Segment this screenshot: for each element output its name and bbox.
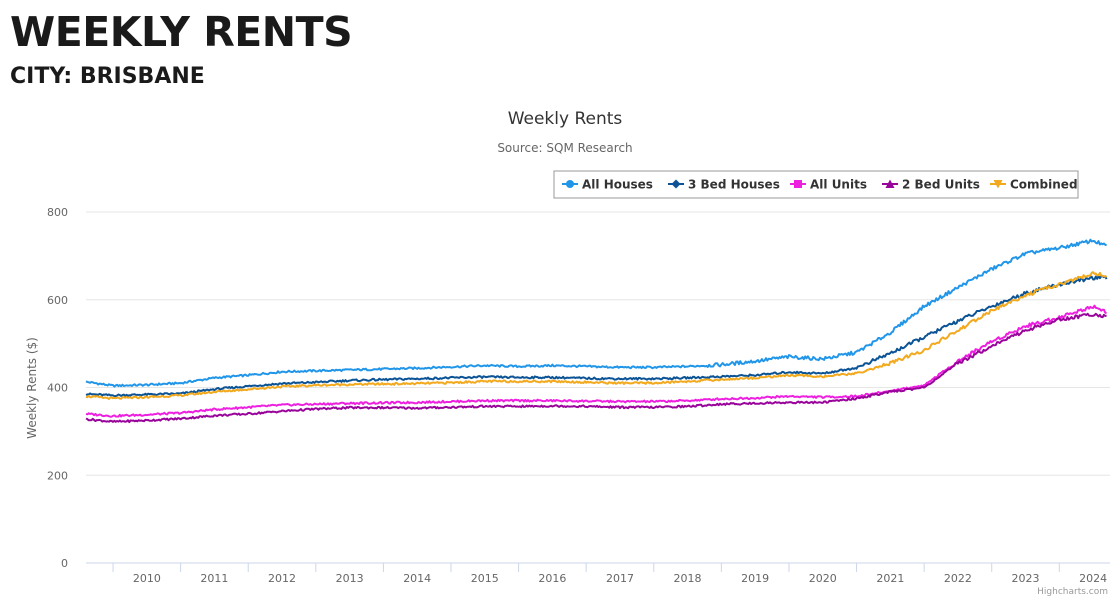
legend-label: All Houses [582,178,653,192]
legend-item-3-bed-houses[interactable]: 3 Bed Houses [668,178,780,192]
legend-marker-square [794,180,802,188]
y-axis-label: Weekly Rents ($) [25,337,39,439]
legend-item-all-houses[interactable]: All Houses [562,178,653,192]
y-tick-label: 800 [47,206,68,219]
series-line-all-houses[interactable] [85,238,1108,388]
legend-marker-diamond [671,179,681,189]
legend-label: Combined [1010,178,1078,192]
series-line-all-units[interactable] [85,304,1107,418]
series-lines [85,238,1108,424]
x-tick-label: 2019 [741,572,769,585]
x-tick-label: 2024 [1079,572,1107,585]
x-tick-label: 2022 [944,572,972,585]
page-heading: WEEKLY RENTS [10,8,353,56]
x-axis-ticks: 2010 2011 2012 2013 2014 2015 2016 2017 2018 2019… [112,563,1107,585]
x-tick-label: 2020 [809,572,837,585]
series-line-3-bed-houses[interactable] [85,275,1108,398]
legend-label: All Units [810,178,867,192]
legend[interactable]: All Houses 3 Bed Houses All Units 2 Bed Uni… [553,170,1079,199]
legend-marker-circle [566,180,574,188]
legend-marker-triangle [885,179,895,188]
x-tick-label: 2018 [674,572,702,585]
series-line-2-bed-units[interactable] [85,312,1107,424]
legend-marker-triangle-down [993,180,1003,189]
y-axis-ticks: 0 200 400 600 800 [47,206,68,570]
x-tick-label: 2013 [336,572,364,585]
x-tick-label: 2017 [606,572,634,585]
y-tick-label: 0 [61,557,68,570]
x-tick-label: 2015 [471,572,499,585]
x-tick-label: 2010 [133,572,161,585]
y-tick-label: 400 [47,382,68,395]
x-tick-label: 2012 [268,572,296,585]
legend-label: 2 Bed Units [902,178,980,192]
legend-item-all-units[interactable]: All Units [790,178,867,192]
x-tick-label: 2016 [538,572,566,585]
credits-link[interactable]: Highcharts.com [1037,587,1108,597]
chart-title: Weekly Rents [508,109,623,129]
legend-label: 3 Bed Houses [688,178,780,192]
x-tick-label: 2023 [1012,572,1040,585]
y-gridlines [86,211,1110,476]
legend-item-2-bed-units[interactable]: 2 Bed Units [882,178,980,192]
city-heading: CITY: BRISBANE [10,64,205,89]
chart-subtitle: Source: SQM Research [497,141,632,155]
y-tick-label: 600 [47,294,68,307]
x-tick-label: 2014 [403,572,431,585]
y-tick-label: 200 [47,469,68,482]
legend-item-combined[interactable]: Combined [990,178,1078,192]
series-line-combined[interactable] [85,271,1108,400]
x-tick-label: 2011 [200,572,228,585]
x-tick-label: 2021 [876,572,904,585]
